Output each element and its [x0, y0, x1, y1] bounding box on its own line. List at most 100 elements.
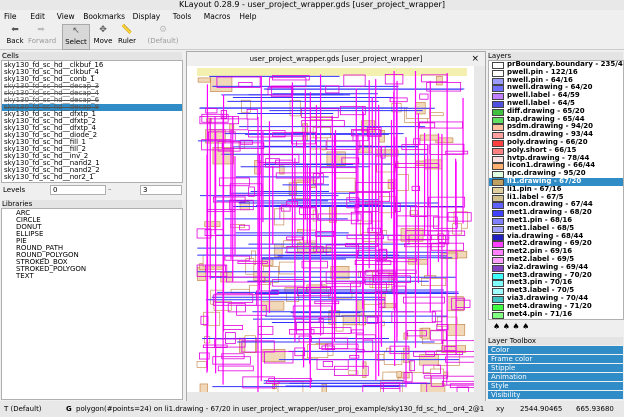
menu-item[interactable]: Edit — [30, 12, 45, 21]
layer-row[interactable]: pwell.label - 64/59 — [489, 92, 623, 101]
menu-item[interactable]: View — [56, 12, 75, 21]
library-item[interactable]: TEXT — [16, 272, 34, 280]
layer-row[interactable]: li1.label - 67/5 — [489, 193, 623, 202]
layer-row[interactable]: nwell.label - 64/5 — [489, 100, 623, 108]
layer-row[interactable]: met2.label - 69/5 — [489, 256, 623, 264]
cell-list[interactable]: sky130_fd_sc_hd__clkbuf_16 sky130_fd_sc_h… — [1, 60, 183, 183]
toolbox-item[interactable]: Stipple — [488, 364, 623, 372]
menu-item[interactable]: Bookmarks — [83, 12, 126, 21]
layer-row[interactable]: hvtp.drawing - 78/44 — [489, 154, 623, 163]
library-list[interactable]: ARC CIRCLE DONUT ELLIPSE PIE ROUND_PATH ROUND_… — [1, 208, 183, 400]
toolbox-item[interactable]: Animation — [488, 373, 623, 381]
cell-item[interactable]: sky130_fd_sc_hd__nand2_2 — [4, 166, 100, 174]
layout-shape — [203, 311, 221, 326]
toolbox-item[interactable]: Style — [488, 382, 623, 390]
layer-row[interactable]: met2.pin - 69/16 — [489, 248, 623, 257]
layer-row[interactable]: met2.drawing - 69/20 — [489, 240, 623, 249]
menu-item[interactable]: Help — [239, 12, 257, 21]
layer-row[interactable]: met3.drawing - 70/20 — [489, 271, 623, 280]
layout-shape — [272, 132, 307, 137]
layer-row[interactable]: diff.drawing - 65/20 — [489, 107, 623, 116]
layer-row[interactable]: met3.pin - 70/16 — [489, 279, 623, 288]
layout-canvas[interactable] — [187, 66, 485, 401]
layer-row[interactable]: met4.pin - 71/16 — [489, 310, 623, 319]
library-item[interactable]: ROUND_PATH — [16, 244, 64, 252]
layer-row[interactable]: mcon.drawing - 67/44 — [489, 201, 623, 210]
layout-tab[interactable]: user_project_wrapper.gds [user_project_w… — [187, 52, 485, 66]
layer-row[interactable]: met1.pin - 68/16 — [489, 217, 623, 225]
layer-row[interactable]: li1.pin - 67/16 — [489, 185, 623, 194]
library-item[interactable]: CIRCLE — [16, 216, 41, 224]
level-to[interactable]: 3 — [140, 185, 182, 195]
toolbar-button[interactable]: ➡ Forward — [28, 24, 56, 48]
library-item[interactable]: STROKED_POLYGON — [16, 265, 87, 273]
layout-shape — [396, 371, 402, 378]
layer-row[interactable]: met3.label - 70/5 — [489, 287, 623, 296]
layer-row[interactable]: poly.drawing - 66/20 — [489, 139, 623, 147]
cell-item[interactable]: sky130_fd_sc_hd__fill_2 — [4, 145, 86, 153]
cell-item[interactable]: sky130_fd_sc_hd__clkbuf_16 — [4, 61, 104, 69]
menu-item[interactable]: Tools — [172, 12, 192, 21]
toolbar-button[interactable]: ⬅ Back — [2, 24, 28, 48]
status-grid: G — [66, 405, 72, 413]
toolbar-icon: ➡ — [37, 25, 45, 35]
cell-item[interactable]: sky130_fd_sc_hd__decap_6 — [4, 96, 100, 104]
library-item[interactable]: ARC — [16, 209, 31, 217]
cell-item[interactable]: sky130_fd_sc_hd__diode_2 — [4, 131, 98, 139]
cell-item[interactable]: sky130_fd_sc_hd__nor2_1 — [4, 173, 94, 181]
layer-row[interactable]: prBoundary.boundary - 235/4 — [489, 61, 623, 69]
cell-item[interactable]: sky130_fd_sc_hd__conb_1 — [4, 75, 95, 83]
library-item[interactable]: ROUND_POLYGON — [16, 251, 79, 259]
menu-item[interactable]: File — [4, 12, 17, 21]
toolbar-button[interactable]: ✥ Move — [90, 24, 116, 48]
layout-shape — [354, 260, 392, 265]
layer-row[interactable]: tap.drawing - 65/44 — [489, 115, 623, 124]
toolbox-item[interactable]: Visibility — [488, 391, 623, 399]
menu-item[interactable]: Macros — [203, 12, 231, 21]
layer-row[interactable]: met1.label - 68/5 — [489, 224, 623, 233]
layer-row[interactable]: met4.drawing - 71/20 — [489, 302, 623, 311]
toolbox-item[interactable]: Frame color — [488, 355, 623, 363]
layer-row[interactable]: li1.drawing - 67/20 — [489, 178, 623, 186]
layer-row[interactable]: via.drawing - 68/44 — [489, 232, 623, 241]
layer-row[interactable]: met1.drawing - 68/20 — [489, 209, 623, 218]
cell-item[interactable]: sky130_fd_sc_hd__clkbuf_4 — [4, 68, 99, 76]
cell-item[interactable]: sky130_fd_sc_hd__decap_3 — [4, 82, 100, 90]
level-from[interactable]: 0 — [50, 185, 106, 195]
layer-row[interactable]: licon1.drawing - 66/44 — [489, 162, 623, 171]
library-item[interactable]: PIE — [16, 237, 27, 245]
library-item[interactable]: ELLIPSE — [16, 230, 44, 238]
cell-item[interactable]: sky130_fd_sc_hd__dfxtp_1 — [4, 110, 96, 118]
layer-row[interactable]: pwell.pin - 122/16 — [489, 68, 623, 77]
toolbar-button[interactable]: ↖ Select — [62, 24, 90, 50]
library-item[interactable]: STROKED_BOX — [16, 258, 68, 266]
cell-item[interactable]: sky130_fd_sc_hd__dfxtp_4 — [4, 124, 96, 132]
layer-row[interactable]: psdm.drawing - 94/20 — [489, 123, 623, 132]
layer-row[interactable]: nwell.pin - 64/16 — [489, 76, 623, 85]
layout-shape — [269, 77, 307, 88]
tab-close[interactable]: × — [471, 54, 479, 64]
toolbar-button[interactable]: ⚙ (Default) — [146, 24, 180, 48]
toolbox-item[interactable]: Color — [488, 346, 623, 354]
toolbar-label: Ruler — [117, 37, 137, 45]
layer-row[interactable]: poly.short - 66/15 — [489, 146, 623, 155]
layer-row[interactable]: via2.drawing - 69/44 — [489, 263, 623, 272]
cell-item[interactable]: sky130_fd_sc_hd__inv_2 — [4, 152, 89, 160]
menu-item[interactable]: Display — [132, 12, 161, 21]
cell-item[interactable]: sky130_fd_sc_hd__nand2_1 — [4, 159, 100, 167]
toolbar-button[interactable]: 📏 Ruler — [114, 24, 140, 48]
layer-row[interactable]: nwell.drawing - 64/20 — [489, 84, 623, 93]
layer-row[interactable]: nsdm.drawing - 93/44 — [489, 131, 623, 140]
cell-item[interactable]: sky130_fd_sc_hd__decap_8 — [2, 104, 182, 111]
layer-row[interactable]: via3.drawing - 70/44 — [489, 295, 623, 303]
level-from-value: 0 — [53, 186, 58, 194]
layer-buttons[interactable]: ♠ ♠ ♠ ♠ — [493, 322, 530, 331]
library-item[interactable]: DONUT — [16, 223, 42, 231]
cell-item[interactable]: sky130_fd_sc_hd__decap_4 — [4, 89, 100, 97]
layer-list[interactable]: prBoundary.boundary - 235/4 pwell.pin - 1… — [488, 60, 624, 320]
cell-item[interactable]: sky130_fd_sc_hd__dfxtp_2 — [4, 117, 96, 125]
layout-shape — [212, 294, 257, 306]
cell-item[interactable]: sky130_fd_sc_hd__fill_1 — [4, 138, 86, 146]
layout-shape — [349, 192, 391, 202]
layer-row[interactable]: npc.drawing - 95/20 — [489, 170, 623, 179]
